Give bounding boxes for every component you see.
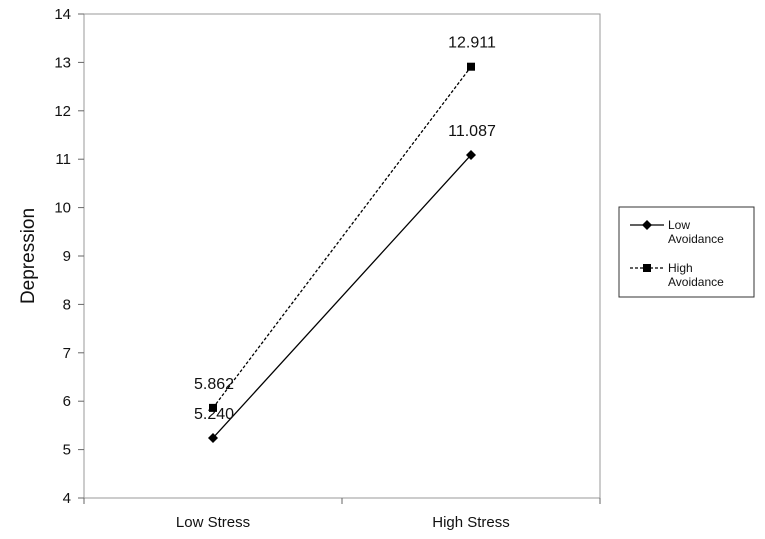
data-point-diamond <box>642 220 652 230</box>
series-low-avoidance: 5.240 11.087 <box>194 123 496 443</box>
y-axis-ticks: 4 5 6 7 8 9 10 11 12 13 14 <box>54 6 84 507</box>
legend-label: Avoidance <box>668 275 724 289</box>
series-group: 5.240 11.087 5.862 12.911 <box>194 35 496 443</box>
series-line <box>212 66 472 409</box>
y-tick-label: 11 <box>55 151 71 168</box>
data-point-square <box>643 264 651 272</box>
y-tick-label: 5 <box>63 442 71 459</box>
y-tick-label: 8 <box>63 296 71 313</box>
y-axis-title: Depression <box>18 208 39 304</box>
series-line <box>212 154 472 439</box>
data-point-square <box>467 62 475 71</box>
data-point-diamond <box>208 432 218 443</box>
y-tick-label: 7 <box>63 345 71 362</box>
y-tick-label: 10 <box>54 200 71 217</box>
data-label: 5.240 <box>194 406 234 423</box>
legend-label: High <box>668 261 693 275</box>
y-tick-label: 4 <box>63 490 71 507</box>
y-tick-label: 12 <box>54 103 71 120</box>
y-tick-label: 9 <box>63 248 71 265</box>
plot-area-frame <box>83 13 601 499</box>
data-label: 5.862 <box>194 376 234 393</box>
data-point-square <box>209 403 217 412</box>
series-high-avoidance: 5.862 12.911 <box>194 35 496 412</box>
legend-box <box>618 206 755 298</box>
y-tick-label: 13 <box>54 54 71 71</box>
x-tick-label: High Stress <box>432 514 510 531</box>
legend-label: Low <box>668 218 690 232</box>
data-point-diamond <box>466 149 476 160</box>
data-label: 11.087 <box>448 123 496 140</box>
data-label: 12.911 <box>448 35 496 52</box>
x-axis-ticks: Low Stress High Stress <box>83 498 601 531</box>
y-tick-label: 6 <box>63 393 71 410</box>
y-tick-label: 14 <box>54 6 71 23</box>
legend-label: Avoidance <box>668 232 724 246</box>
x-tick-label: Low Stress <box>176 514 250 531</box>
